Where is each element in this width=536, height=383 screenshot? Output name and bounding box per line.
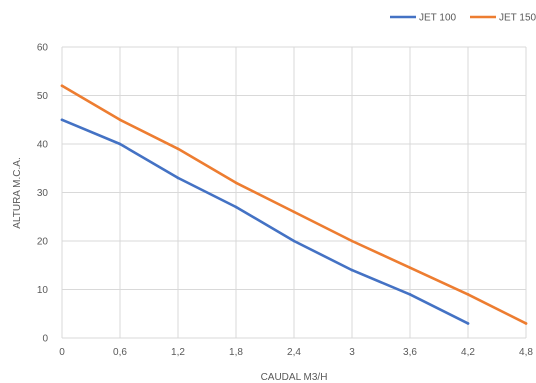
data-point [234,181,238,185]
data-point [408,266,412,269]
y-axis-title: ALTURA M.C.A. [12,157,23,229]
y-tick-label: 50 [37,91,49,102]
x-tick-label: 1,2 [171,347,185,358]
data-point [350,268,354,272]
y-tick-label: 30 [37,188,49,199]
series-line-jet-100 [60,118,470,325]
legend: JET 100 JET 150 [390,13,536,24]
data-point [350,239,354,243]
x-tick-label: 3,6 [403,347,417,358]
x-axis-ticks: 0 0,6 1,2 1,8 2,4 3 3,6 4,2 4,8 [59,347,533,358]
x-tick-label: 3 [349,347,355,358]
data-point [118,142,122,146]
data-point [176,176,180,180]
chart-series [60,84,528,325]
x-axis-title: CAUDAL M3/H [261,372,328,383]
y-axis-ticks: 0 10 20 30 40 50 60 [37,43,49,345]
y-tick-label: 0 [42,334,48,345]
x-tick-label: 0 [59,347,65,358]
data-point [408,293,412,296]
data-point [524,322,528,325]
data-point [234,205,238,209]
data-point [60,84,64,88]
x-tick-label: 0,6 [113,347,127,358]
data-point [466,293,470,296]
data-point [466,322,470,325]
y-tick-label: 60 [37,43,49,54]
legend-label: JET 150 [499,13,536,24]
x-tick-label: 4,8 [519,347,533,358]
data-point [292,239,296,243]
legend-label: JET 100 [419,13,456,24]
data-point [176,147,180,151]
y-tick-label: 40 [37,140,49,151]
data-point [60,118,64,122]
data-point [292,210,296,214]
data-point [118,118,122,122]
x-tick-label: 2,4 [287,347,301,358]
y-tick-label: 20 [37,237,49,248]
chart-gridlines [61,46,527,339]
y-tick-label: 10 [37,285,49,296]
x-tick-label: 4,2 [461,347,475,358]
x-tick-label: 1,8 [229,347,243,358]
